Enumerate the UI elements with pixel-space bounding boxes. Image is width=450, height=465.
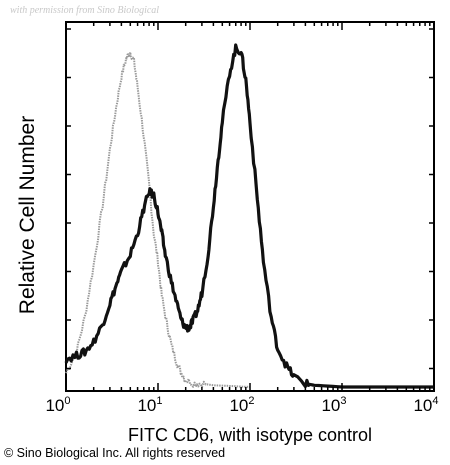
x-tick-label: 104 bbox=[413, 395, 438, 415]
x-tick-label: 100 bbox=[45, 395, 70, 415]
x-tick-label: 103 bbox=[321, 395, 346, 415]
series-line-isotype bbox=[65, 51, 251, 388]
x-tick-label: 102 bbox=[229, 395, 254, 415]
plot-frame bbox=[65, 21, 435, 392]
series-line-cd6 bbox=[64, 43, 434, 389]
series-layer bbox=[64, 43, 434, 389]
tick-layer: 100 101 102 103 104 bbox=[45, 22, 439, 415]
watermark-text: with permission from Sino Biological bbox=[10, 5, 160, 16]
copyright-text: © Sino Biological Inc. All rights reserv… bbox=[4, 446, 226, 460]
x-tick-label: 101 bbox=[137, 395, 162, 415]
x-axis-label: FITC CD6, with isotype control bbox=[127, 425, 373, 445]
y-axis-label: Relative Cell Number bbox=[16, 115, 39, 315]
